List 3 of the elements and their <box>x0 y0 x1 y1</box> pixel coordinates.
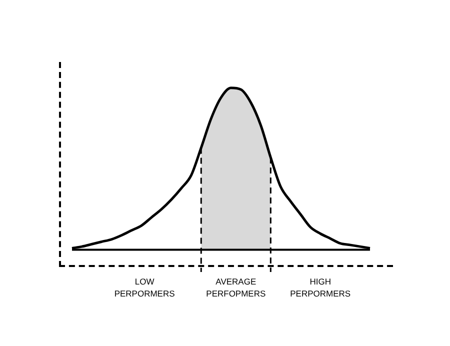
text: HIGH PERPORMERS <box>290 276 351 299</box>
text: LOW PERPORMERS <box>114 276 176 299</box>
text: AVERAGE PERFOPMERS <box>206 276 266 299</box>
